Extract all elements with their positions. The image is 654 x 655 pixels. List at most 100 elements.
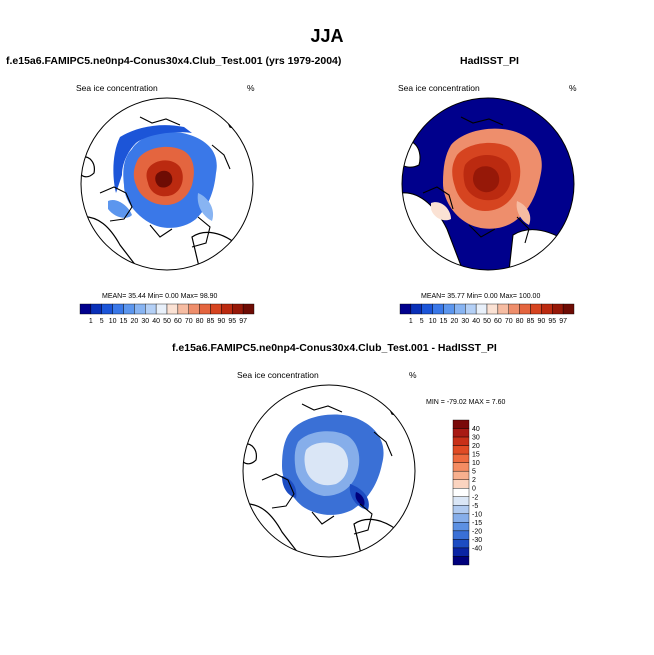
colorbar-model-swatch — [166, 303, 179, 315]
colorbar-obs-swatch — [475, 303, 488, 315]
model-ice-max — [155, 170, 173, 188]
colorbar-model-tick-label: 95 — [228, 318, 236, 325]
colorbar-model-tick-label: 5 — [100, 318, 104, 325]
obs-ice-hudson — [431, 202, 451, 221]
colorbar-model-swatch — [112, 303, 124, 315]
obs-min-value: 0.00 — [484, 293, 498, 300]
colorbar-obs-tick-label: 95 — [548, 318, 556, 325]
colorbar-obs-swatch — [519, 303, 531, 315]
colorbar-diff-tick-label: 30 — [472, 435, 480, 442]
panel-obs-units: % — [569, 83, 577, 93]
colorbar-obs-swatch — [421, 303, 433, 315]
colorbar-diff-swatch — [452, 513, 470, 523]
colorbar-obs-tick-label: 15 — [440, 318, 448, 325]
obs-max-label: Max= — [499, 293, 517, 300]
colorbar-obs-tick-label: 5 — [420, 318, 424, 325]
colorbar-diff-tick-label: 40 — [472, 426, 480, 433]
colorbar-model-swatch — [199, 303, 211, 315]
colorbar-diff-tick-label: 20 — [472, 443, 480, 450]
panel-model-subtitle: Sea ice concentration — [76, 83, 158, 93]
panel-model-stats: MEAN= 35.44 Min= 0.00 Max= 98.90 — [102, 293, 217, 300]
colorbar-diff-tick-label: -2 — [472, 494, 478, 501]
colorbar-obs-tick-label: 30 — [461, 318, 469, 325]
main-title: JJA — [310, 26, 344, 46]
colorbar-obs-tick-label: 97 — [559, 318, 567, 325]
model-land — [81, 98, 253, 270]
colorbar-obs-swatch — [410, 303, 422, 315]
colorbar-diff-swatch — [452, 530, 470, 540]
colorbar-diff-tick-label: 10 — [472, 460, 480, 467]
colorbar-model-swatch — [242, 303, 255, 315]
map-diff — [242, 384, 416, 558]
diff-ice-strong — [282, 476, 369, 510]
panel-obs-subtitle: Sea ice concentration — [398, 83, 480, 93]
panel-diff-stats: MIN = -79.02 MAX = 7.60 — [426, 399, 505, 406]
colorbar-diff-swatch — [452, 556, 470, 566]
colorbar-diff-swatch — [452, 419, 470, 429]
panel-model-units: % — [247, 83, 255, 93]
obs-mean-label: MEAN= — [421, 293, 446, 300]
panel-diff-subtitle: Sea ice concentration — [237, 370, 319, 380]
diff-ice-deep — [355, 492, 365, 506]
colorbar-diff-tick-label: 5 — [472, 469, 476, 476]
colorbar-model-swatch — [210, 303, 222, 315]
map-obs — [401, 97, 575, 271]
colorbar-diff-swatch — [452, 470, 470, 480]
colorbar-model-tick-label: 80 — [196, 318, 204, 325]
colorbar-model-swatch — [145, 303, 157, 315]
colorbar-diff-tick-label: -10 — [472, 511, 482, 518]
colorbar-diff-swatch — [452, 547, 470, 557]
colorbar-obs-swatch — [432, 303, 444, 315]
colorbar-diff-swatch — [452, 496, 470, 506]
model-mean-value: 35.44 — [128, 293, 146, 300]
model-max-label: Max= — [180, 293, 198, 300]
colorbar-obs-tick-label: 50 — [483, 318, 491, 325]
panel-model-title: f.e15a6.FAMIPC5.ne0np4-Conus30x4.Club_Te… — [6, 55, 342, 67]
colorbar-obs-tick-label: 1 — [409, 318, 413, 325]
colorbar-obs-tick-label: 90 — [537, 318, 545, 325]
colorbar-obs-swatch — [508, 303, 520, 315]
colorbar-obs-swatch — [465, 303, 477, 315]
model-ice-hudson — [108, 199, 132, 218]
obs-coastline — [422, 116, 530, 244]
obs-ice-edge — [516, 201, 531, 225]
colorbar-model-swatch — [221, 303, 233, 315]
colorbar-model-tick-label: 50 — [163, 318, 171, 325]
model-coastline — [99, 116, 231, 248]
colorbar-diff-swatch — [452, 453, 470, 463]
colorbar-diff-tick-label: 15 — [472, 452, 480, 459]
colorbar-obs-swatch — [497, 303, 509, 315]
colorbar-diff-swatch — [452, 522, 470, 532]
colorbar-model-tick-label: 90 — [217, 318, 225, 325]
colorbar-obs-tick-label: 70 — [505, 318, 513, 325]
diff-ice-inner — [304, 442, 349, 486]
colorbar-diff-tick-label: -30 — [472, 537, 482, 544]
colorbar-model-tick-label: 10 — [109, 318, 117, 325]
colorbar-diff-tick-label: -5 — [472, 503, 478, 510]
panel-obs-title: HadISST_PI — [460, 55, 519, 67]
colorbar-obs-swatch — [562, 303, 575, 315]
colorbar-diff-swatch — [452, 428, 470, 438]
colorbar-obs-tick-label: 60 — [494, 318, 502, 325]
colorbar-diff-tick-label: -20 — [472, 528, 482, 535]
model-min-label: Min= — [147, 293, 164, 300]
colorbar-diff-swatch — [452, 505, 470, 515]
map-model — [80, 97, 254, 271]
panel-diff-title: f.e15a6.FAMIPC5.ne0np4-Conus30x4.Club_Te… — [172, 342, 497, 354]
model-ice-margin-outer — [113, 125, 192, 193]
colorbar-model-tick-label: 85 — [207, 318, 215, 325]
colorbar-model-tick-label: 70 — [185, 318, 193, 325]
colorbar-model-tick-label: 97 — [239, 318, 247, 325]
colorbar-diff-swatch — [452, 539, 470, 549]
colorbar-obs-swatch — [552, 303, 564, 315]
diff-min-label: MIN = — [426, 399, 445, 406]
colorbar-diff-swatch — [452, 436, 470, 446]
obs-ice-max — [473, 166, 500, 193]
diff-coastline — [261, 403, 393, 535]
obs-max-value: 100.00 — [518, 293, 541, 300]
model-ice-barents — [197, 193, 214, 221]
colorbar-model-swatch — [232, 303, 244, 315]
colorbar-obs-tick-label: 80 — [516, 318, 524, 325]
colorbar-obs-swatch — [399, 303, 412, 315]
